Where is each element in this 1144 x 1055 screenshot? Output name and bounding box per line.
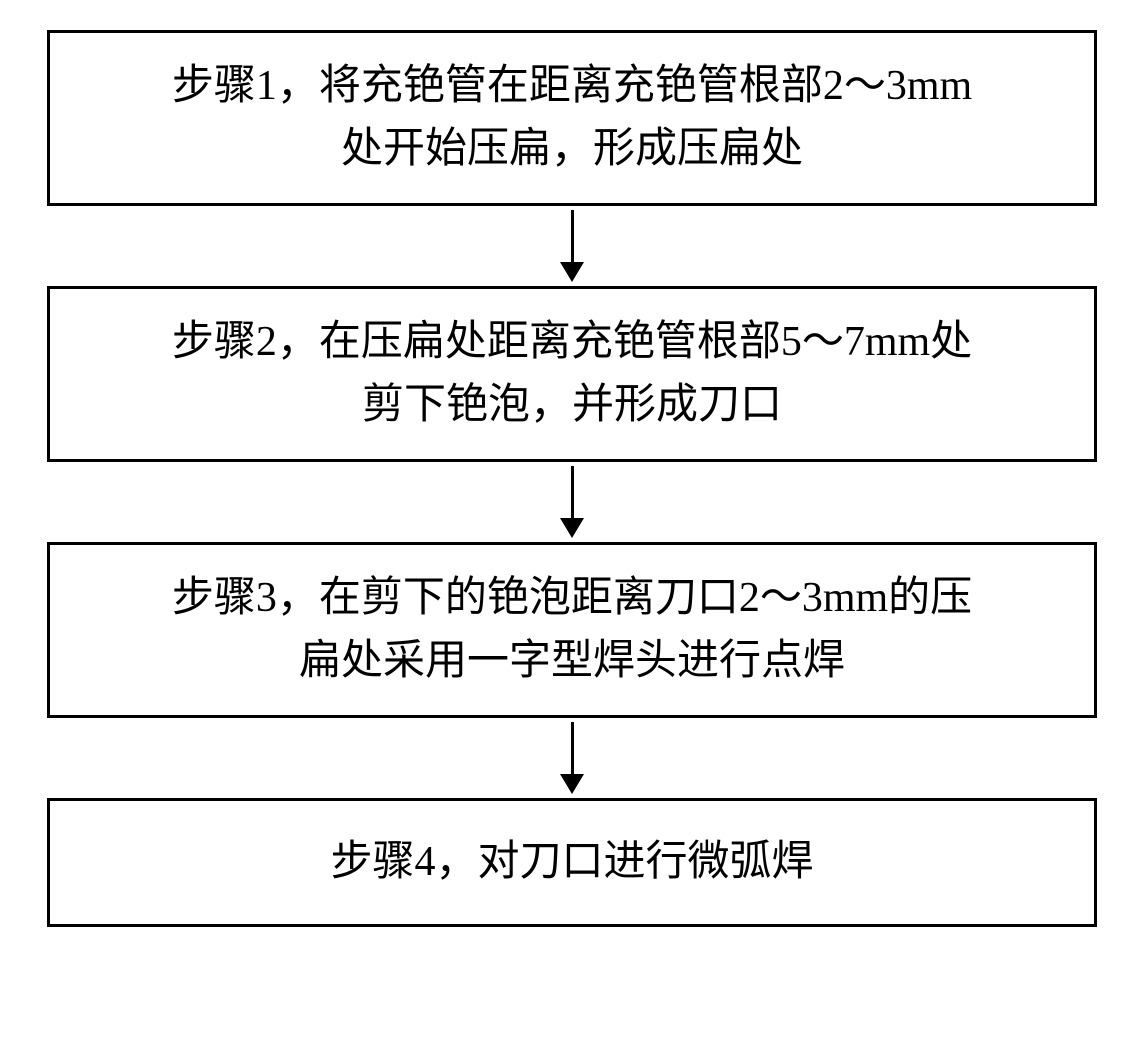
step-text-1: 步骤1，将充铯管在距离充铯管根部2～3mm 处开始压扁，形成压扁处 bbox=[80, 55, 1064, 181]
arrow-3 bbox=[560, 718, 584, 798]
flowchart-container: 步骤1，将充铯管在距离充铯管根部2～3mm 处开始压扁，形成压扁处 步骤2，在压… bbox=[47, 30, 1097, 927]
step-text-2: 步骤2，在压扁处距离充铯管根部5～7mm处 剪下铯泡，并形成刀口 bbox=[80, 311, 1064, 437]
step-box-2: 步骤2，在压扁处距离充铯管根部5～7mm处 剪下铯泡，并形成刀口 bbox=[47, 286, 1097, 462]
arrow-head-icon bbox=[560, 518, 584, 538]
step-box-4: 步骤4，对刀口进行微弧焊 bbox=[47, 798, 1097, 927]
arrow-head-icon bbox=[560, 774, 584, 794]
arrow-1 bbox=[560, 206, 584, 286]
arrow-head-icon bbox=[560, 262, 584, 282]
arrow-2 bbox=[560, 462, 584, 542]
step-text-3: 步骤3，在剪下的铯泡距离刀口2～3mm的压 扁处采用一字型焊头进行点焊 bbox=[80, 567, 1064, 693]
step-text-4: 步骤4，对刀口进行微弧焊 bbox=[80, 831, 1064, 894]
arrow-line bbox=[571, 210, 574, 262]
arrow-line bbox=[571, 466, 574, 518]
step-box-3: 步骤3，在剪下的铯泡距离刀口2～3mm的压 扁处采用一字型焊头进行点焊 bbox=[47, 542, 1097, 718]
step-box-1: 步骤1，将充铯管在距离充铯管根部2～3mm 处开始压扁，形成压扁处 bbox=[47, 30, 1097, 206]
arrow-line bbox=[571, 722, 574, 774]
